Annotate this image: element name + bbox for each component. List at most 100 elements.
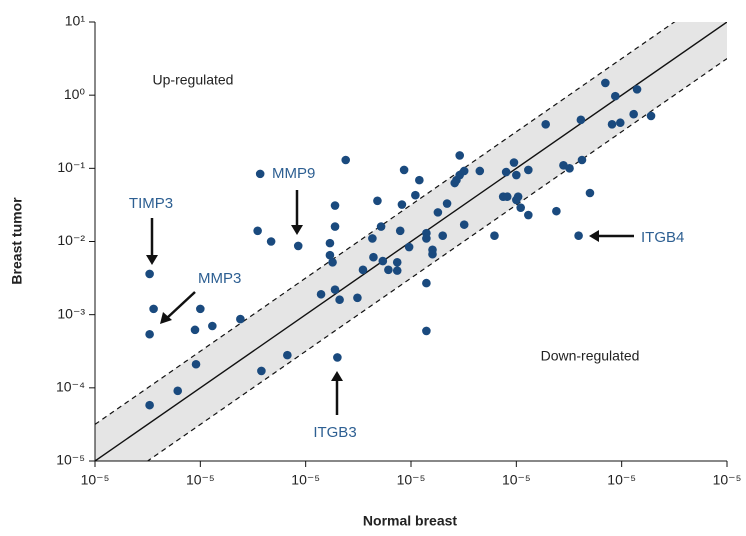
data-point (358, 265, 368, 275)
arrow (166, 291, 196, 319)
data-point (509, 158, 519, 167)
data-point (433, 208, 443, 217)
data-point (646, 111, 656, 121)
x-tick-label: 10⁻⁵ (713, 472, 742, 488)
data-point (325, 238, 335, 248)
data-point (513, 192, 523, 201)
y-tick-label: 10¹ (65, 13, 86, 29)
x-axis-title: Normal breast (363, 513, 457, 529)
data-point (266, 237, 276, 246)
y-tick-label: 10⁻⁵ (56, 452, 85, 468)
data-point (145, 400, 154, 410)
x-tick-label: 10⁻⁵ (607, 472, 636, 488)
data-point (552, 206, 561, 216)
identity-line (95, 22, 727, 461)
data-point (565, 164, 574, 173)
data-point (335, 295, 344, 305)
data-point (145, 329, 154, 339)
data-point (283, 350, 292, 360)
data-point (395, 226, 405, 236)
data-point (368, 234, 377, 243)
data-point (330, 285, 340, 294)
data-point (541, 119, 550, 129)
data-point (378, 256, 388, 266)
data-point (341, 155, 351, 165)
y-tick-label: 10⁻² (57, 232, 85, 248)
data-point (369, 252, 378, 262)
data-point (190, 325, 200, 335)
data-point (502, 192, 512, 201)
gene-label: TIMP3 (129, 195, 173, 212)
data-point (257, 366, 266, 376)
data-point (149, 304, 158, 314)
data-point (601, 78, 610, 88)
y-tick-label: 10⁰ (64, 86, 86, 102)
data-point (576, 115, 586, 125)
data-point (450, 178, 460, 188)
data-point (376, 222, 386, 231)
data-point (422, 278, 431, 288)
reference-line (146, 58, 727, 461)
data-point (610, 91, 620, 101)
y-tick-label: 10⁻³ (57, 305, 85, 321)
data-point (428, 249, 437, 259)
data-point (330, 222, 340, 231)
data-point (173, 386, 183, 396)
data-point (293, 241, 303, 251)
data-point (208, 321, 217, 331)
arrows (146, 190, 634, 415)
y-tick-label: 10⁻¹ (57, 159, 85, 175)
data-point (316, 289, 326, 299)
data-point (384, 265, 393, 275)
region-label: Down-regulated (541, 348, 640, 364)
data-point (438, 231, 448, 241)
data-point (422, 234, 431, 243)
data-point (632, 85, 642, 94)
data-point (501, 167, 511, 177)
y-tick-label: 10⁻⁴ (56, 379, 85, 395)
x-tick-label: 10⁻⁵ (291, 472, 320, 488)
arrow-head (589, 230, 599, 242)
data-point (577, 155, 587, 165)
data-point (455, 151, 465, 160)
data-point (574, 231, 583, 241)
data-point (607, 119, 617, 129)
data-point (145, 269, 154, 279)
data-point (415, 175, 424, 185)
arrow-head (146, 255, 158, 265)
data-point (475, 166, 485, 176)
data-point (399, 165, 409, 175)
data-point (411, 190, 420, 200)
data-point (333, 353, 342, 362)
data-point (330, 201, 340, 210)
arrow-head (160, 312, 172, 324)
data-point (373, 196, 382, 206)
gene-label: ITGB3 (313, 424, 356, 441)
x-tick-label: 10⁻⁵ (186, 472, 215, 488)
data-point (442, 199, 452, 208)
data-point (392, 266, 402, 275)
x-tick-label: 10⁻⁵ (397, 472, 426, 488)
data-point (255, 169, 265, 179)
gene-label: MMP9 (272, 165, 315, 182)
data-point (459, 220, 469, 229)
gene-label: ITGB4 (641, 229, 684, 246)
data-point (516, 203, 525, 212)
data-point (524, 165, 533, 175)
y-axis-title: Breast tumor (9, 197, 25, 285)
arrow-head (331, 371, 343, 381)
data-point (512, 170, 521, 180)
data-point (392, 257, 402, 267)
data-point (325, 250, 335, 260)
data-point (490, 231, 499, 241)
gene-label: MMP3 (198, 270, 241, 287)
data-point (524, 210, 533, 220)
data-point (253, 226, 262, 236)
data-point (422, 326, 431, 336)
data-point (404, 242, 414, 252)
data-point (615, 118, 625, 128)
data-point (353, 293, 362, 303)
data-point (629, 109, 638, 119)
data-point (397, 200, 407, 209)
